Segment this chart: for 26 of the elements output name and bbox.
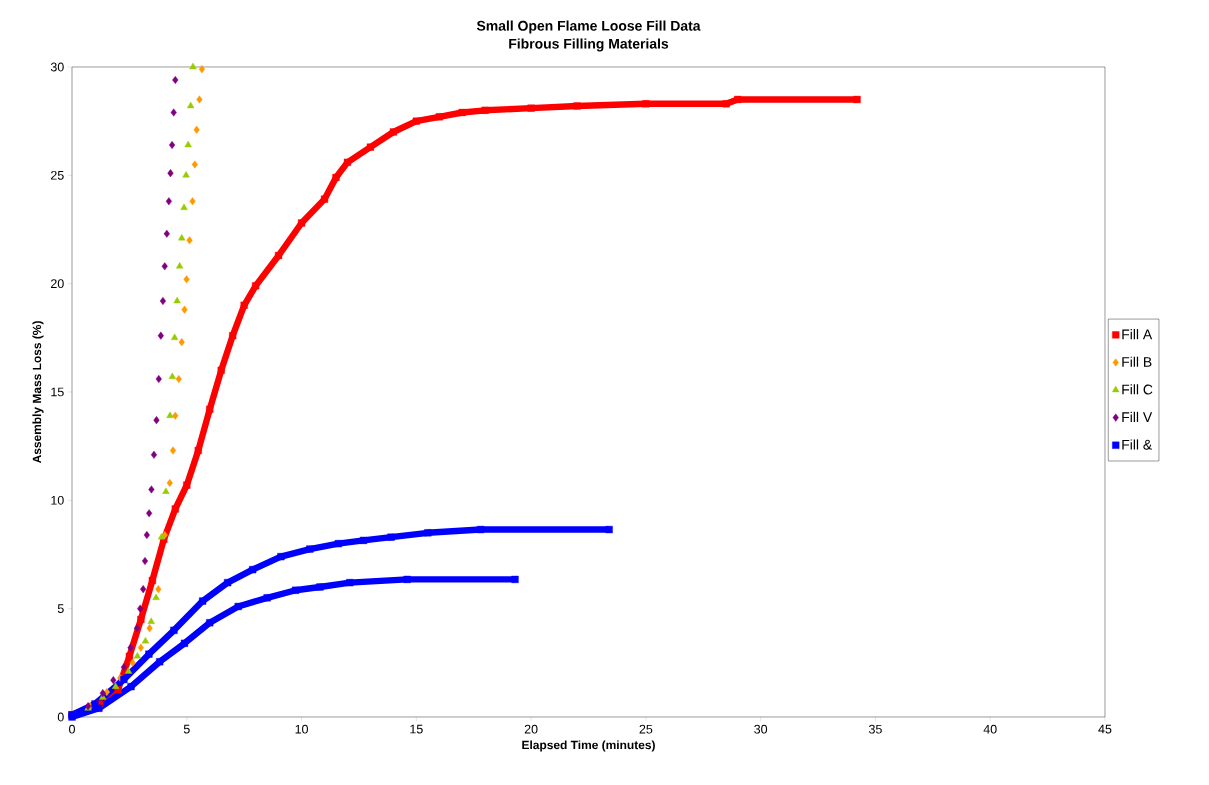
y-tick-label: 15 xyxy=(51,387,64,397)
x-tick-label: 25 xyxy=(639,724,653,734)
chart-title: Small Open Flame Loose Fill Data xyxy=(476,20,701,34)
x-tick-label: 40 xyxy=(983,724,997,734)
legend-label: Fill A xyxy=(1122,329,1153,340)
y-tick-label: 20 xyxy=(51,279,64,289)
y-tick-label: 25 xyxy=(51,170,64,180)
x-tick-label: 0 xyxy=(69,724,75,734)
y-tick-label: 10 xyxy=(51,495,64,505)
x-tick-label: 20 xyxy=(524,724,538,734)
legend-label: Fill C xyxy=(1122,384,1153,395)
y-tick-label: 5 xyxy=(57,604,64,613)
x-tick-label: 15 xyxy=(410,724,423,734)
legend-label: Fill & xyxy=(1122,439,1152,450)
y-tick-label: 30 xyxy=(50,62,64,72)
legend-label: Fill B xyxy=(1122,356,1152,367)
y-tick-label: 0 xyxy=(57,712,64,722)
y-axis-title: Assembly Mass Loss (%) xyxy=(32,321,44,464)
chart-subtitle: Fibrous Filling Materials xyxy=(509,38,669,52)
legend-label: Fill V xyxy=(1122,411,1153,422)
x-tick-label: 10 xyxy=(295,724,308,734)
x-axis-title: Elapsed Time (minutes) xyxy=(522,740,655,752)
x-tick-label: 35 xyxy=(868,724,882,734)
x-tick-label: 30 xyxy=(754,724,768,734)
x-tick-label: 45 xyxy=(1098,724,1112,734)
x-tick-label: 5 xyxy=(183,724,190,734)
